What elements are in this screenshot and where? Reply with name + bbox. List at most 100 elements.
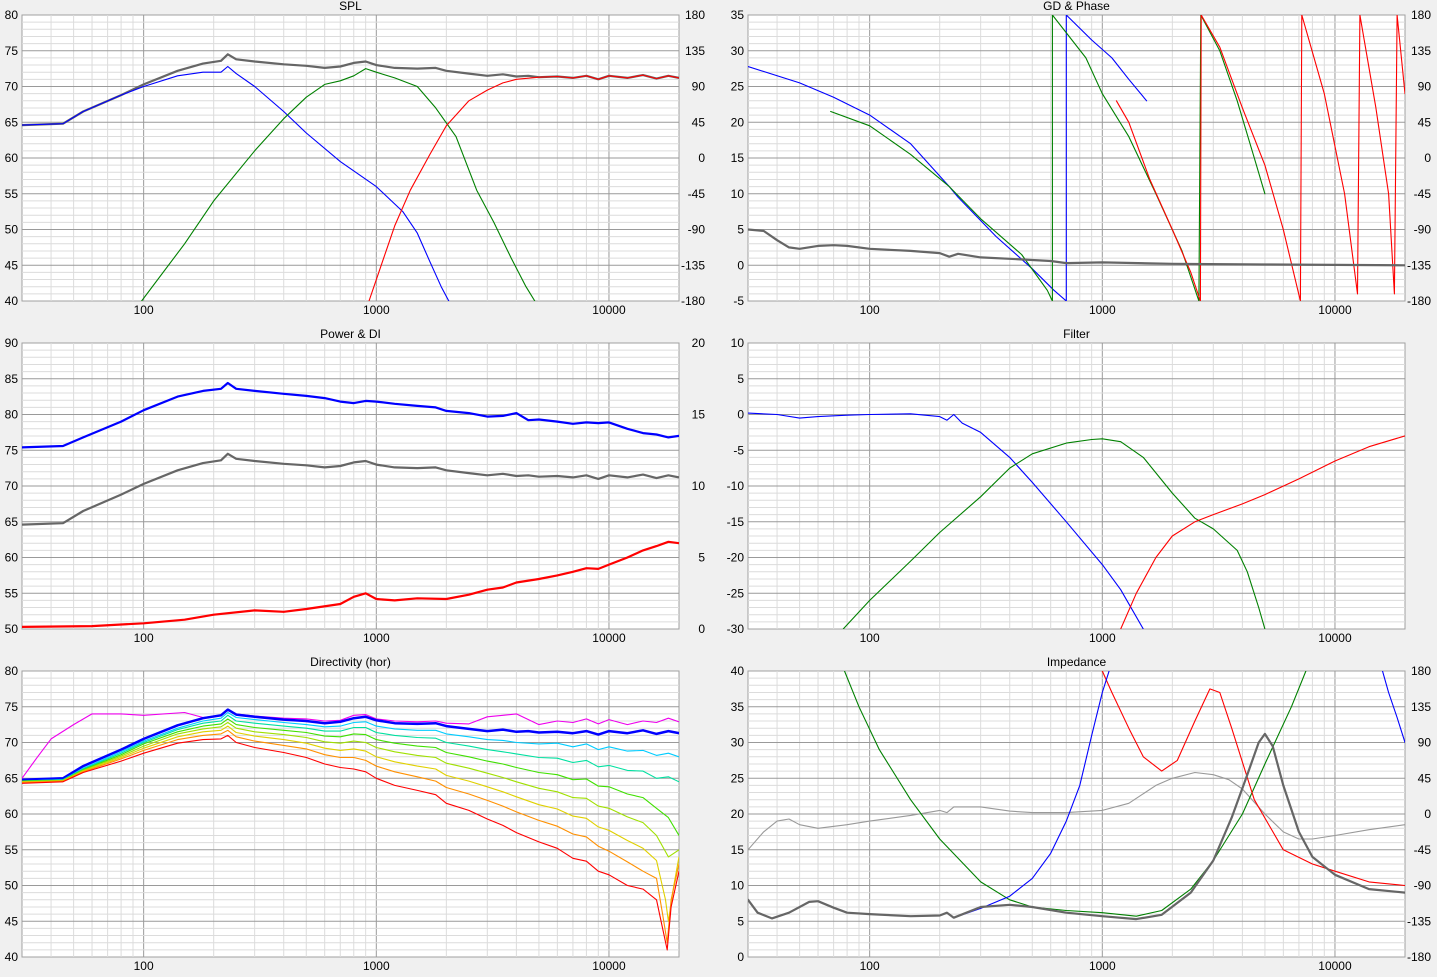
impedance-title: Impedance [1047, 655, 1107, 669]
gd-phase-y-tick-label: 30 [731, 44, 745, 58]
filter-y-tick-label: 5 [737, 372, 744, 386]
spl-y-tick-label: 55 [5, 187, 19, 201]
filter-title: Filter [1063, 327, 1090, 341]
directivity-hor-y-tick-label: 60 [5, 807, 19, 821]
spl-y2-tick-label: 180 [685, 8, 705, 22]
spl-y2-tick-label: 45 [692, 115, 706, 129]
gd-phase-y2-tick-label: -45 [1414, 187, 1432, 201]
filter-series-group [748, 412, 1405, 629]
filter-series-0-line [748, 412, 1144, 629]
impedance-x-tick-label: 100 [860, 959, 880, 973]
gd-phase-y-tick-label: -5 [733, 294, 744, 308]
spl-x-tick-label: 10000 [592, 303, 626, 317]
directivity-hor-y-tick-label: 50 [5, 879, 19, 893]
power-di-y2-tick-label: 20 [692, 336, 706, 350]
gd-phase-y2-tick-label: 45 [1418, 115, 1432, 129]
directivity-hor-y-tick-label: 70 [5, 736, 19, 750]
directivity-hor-series-0-line [22, 709, 679, 779]
gd-phase-series-0-line [748, 15, 1148, 301]
power-di-y-tick-label: 85 [5, 372, 19, 386]
filter-y-tick-label: -25 [727, 586, 745, 600]
power-di-y-tick-label: 70 [5, 479, 19, 493]
directivity-hor-y-tick-label: 80 [5, 664, 19, 678]
power-di-y2-tick-label: 15 [692, 408, 706, 422]
directivity-hor-x-tick-label: 100 [134, 959, 154, 973]
impedance-series-1-line [843, 671, 1307, 917]
gd-phase-y-tick-label: 35 [731, 8, 745, 22]
impedance-grid [748, 671, 1405, 957]
impedance-y2-tick-label: 135 [1411, 700, 1431, 714]
impedance-chart: Impedance 0 5 10 15 20 25 30 35 40 -180 -135 -90 -45 0… [731, 655, 1432, 973]
directivity-hor-chart: Directivity (hor) 40 45 50 55 60 65 70 75 80 100 10… [5, 655, 680, 973]
impedance-series-2-line [1101, 671, 1405, 887]
filter-x-tick-label: 100 [860, 631, 880, 645]
gd-phase-series-1-line [830, 15, 1266, 301]
directivity-hor-series-7-line [22, 729, 679, 944]
power-di-y2-tick-label: 5 [698, 551, 705, 565]
charts-root: SPL404550556065707580-180-135-90-4504590… [5, 0, 1432, 973]
spl-title: SPL [339, 0, 362, 13]
directivity-hor-y-tick-label: 45 [5, 914, 19, 928]
spl-y2-tick-label: -45 [688, 187, 706, 201]
power-di-x-tick-label: 100 [134, 631, 154, 645]
impedance-y-tick-label: 20 [731, 807, 745, 821]
power-di-y-tick-label: 50 [5, 622, 19, 636]
impedance-y2-tick-label: -135 [1407, 914, 1431, 928]
filter-x-tick-label: 1000 [1089, 631, 1116, 645]
spl-y-tick-label: 40 [5, 294, 19, 308]
directivity-hor-series-1-line [22, 708, 679, 781]
gd-phase-y2-tick-label: -135 [1407, 258, 1431, 272]
power-di-chart: Power & DI 50 55 60 65 70 75 80 85 90 0 5 10 15 20 100 1… [5, 327, 706, 645]
spl-y2-tick-label: -180 [681, 294, 705, 308]
spl-series-1-line [22, 65, 450, 301]
directivity-hor-series-6-line [22, 725, 679, 922]
filter-y-tick-label: -10 [727, 479, 745, 493]
impedance-y-tick-label: 25 [731, 771, 745, 785]
impedance-x-tick-label: 1000 [1089, 959, 1116, 973]
gd-phase-chart: GD & Phase -5 0 5 10 15 20 25 30 35 -180 -135 -90 -45… [731, 0, 1432, 317]
filter-series-1-line [842, 438, 1266, 629]
power-di-y-tick-label: 55 [5, 586, 19, 600]
gd-phase-grid [748, 15, 1405, 301]
gd-phase-y2-tick-label: -90 [1414, 223, 1432, 237]
spl-y-tick-label: 45 [5, 258, 19, 272]
impedance-y-tick-label: 40 [731, 664, 745, 678]
directivity-hor-series-group [22, 708, 679, 951]
power-di-y-tick-label: 65 [5, 515, 19, 529]
impedance-y-tick-label: 10 [731, 879, 745, 893]
directivity-hor-x-tick-label: 1000 [363, 959, 390, 973]
directivity-hor-grid [22, 671, 679, 957]
power-di-grid [22, 343, 679, 629]
directivity-hor-title: Directivity (hor) [310, 655, 391, 669]
spl-y2-tick-label: 90 [692, 80, 706, 94]
directivity-hor-series-4-line [22, 718, 679, 837]
spl-y2-tick-label: -135 [681, 258, 705, 272]
gd-phase-series-3-line [748, 228, 1405, 267]
power-di-series-group [22, 381, 679, 628]
impedance-y-tick-label: 15 [731, 843, 745, 857]
filter-y-tick-label: -20 [727, 551, 745, 565]
impedance-y2-tick-label: 45 [1418, 771, 1432, 785]
directivity-hor-series-5-line [22, 721, 679, 858]
impedance-series-0-line [748, 771, 1405, 851]
gd-phase-y2-tick-label: 0 [1424, 151, 1431, 165]
impedance-y2-tick-label: 90 [1418, 736, 1432, 750]
power-di-y2-tick-label: 10 [692, 479, 706, 493]
gd-phase-y2-tick-label: 90 [1418, 80, 1432, 94]
gd-phase-y-tick-label: 20 [731, 115, 745, 129]
gd-phase-x-tick-label: 1000 [1089, 303, 1116, 317]
impedance-y2-tick-label: -180 [1407, 950, 1431, 964]
impedance-y-tick-label: 35 [731, 700, 745, 714]
directivity-hor-series-3-line [22, 714, 679, 783]
spl-y-tick-label: 80 [5, 8, 19, 22]
gd-phase-y2-tick-label: 135 [1411, 44, 1431, 58]
directivity-hor-y-tick-label: 75 [5, 700, 19, 714]
gd-phase-y-tick-label: 15 [731, 151, 745, 165]
gd-phase-y-tick-label: 5 [737, 223, 744, 237]
filter-series-2-line [1120, 435, 1405, 629]
impedance-series-group [748, 671, 1405, 921]
directivity-hor-x-tick-label: 10000 [592, 959, 626, 973]
spl-series-group [22, 53, 679, 301]
spl-y2-tick-label: 0 [698, 151, 705, 165]
power-di-x-tick-label: 1000 [363, 631, 390, 645]
